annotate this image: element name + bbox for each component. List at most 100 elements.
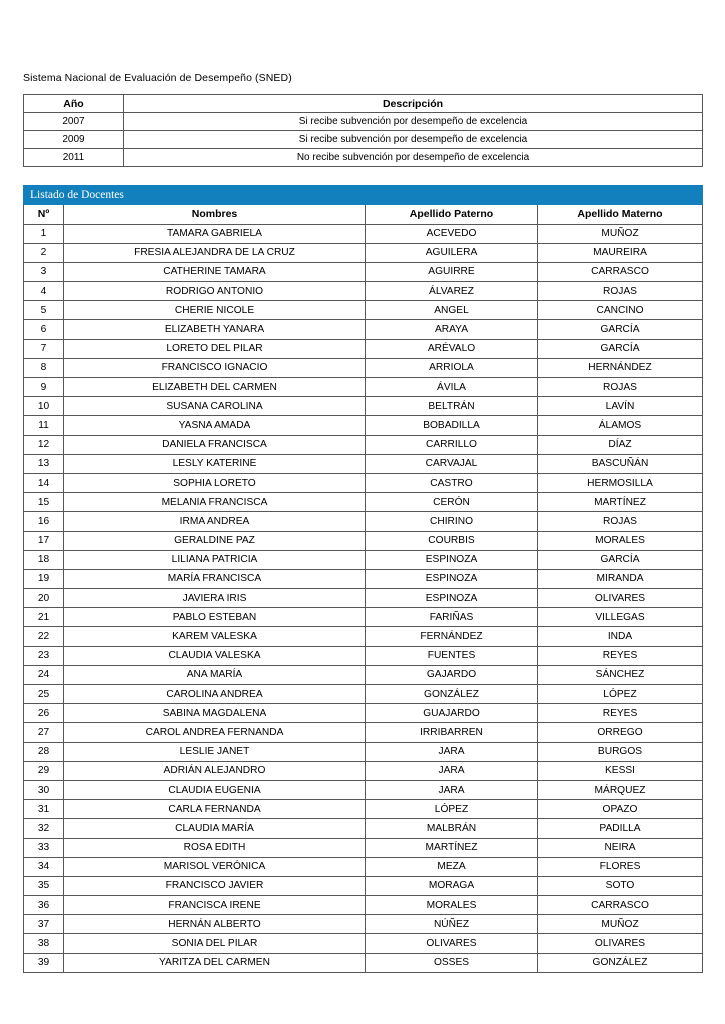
table-row: 30 CLAUDIA EUGENIA JARA MÁRQUEZ <box>23 779 704 801</box>
docente-cell-apellido-paterno: ESPINOZA <box>365 588 538 609</box>
docente-cell-nombres: CLAUDIA EUGENIA <box>63 779 366 801</box>
docente-cell-apellido-paterno: BOBADILLA <box>365 415 538 436</box>
table-row: 9 ELIZABETH DEL CARMEN ÁVILA ROJAS <box>23 376 704 398</box>
docentes-header-apellido-materno: Apellido Materno <box>536 204 704 225</box>
docente-cell-apellido-paterno: AGUIRRE <box>365 261 538 283</box>
docente-cell-numero: 39 <box>23 952 64 973</box>
docente-cell-numero: 16 <box>23 511 64 532</box>
docente-cell-apellido-paterno: IRRIBARREN <box>365 722 538 743</box>
docente-cell-apellido-paterno: CARVAJAL <box>365 453 538 474</box>
docente-cell-nombres: PABLO ESTEBAN <box>63 607 366 628</box>
docente-cell-apellido-materno: FLORES <box>536 856 704 877</box>
docentes-header-nombres: Nombres <box>63 204 366 225</box>
docente-cell-numero: 7 <box>23 338 64 359</box>
docentes-banner-row: Listado de Docentes <box>22 185 704 205</box>
docente-cell-apellido-materno: ROJAS <box>536 511 704 532</box>
docente-cell-apellido-materno: ÁLAMOS <box>536 415 704 436</box>
docente-cell-apellido-materno: KESSI <box>536 760 704 781</box>
docente-cell-apellido-paterno: OLIVARES <box>365 933 538 954</box>
docente-cell-numero: 22 <box>23 626 64 647</box>
docente-cell-nombres: TAMARA GABRIELA <box>63 223 366 244</box>
docente-cell-nombres: KAREM VALESKA <box>63 626 366 647</box>
docente-cell-numero: 17 <box>23 530 64 551</box>
docente-cell-nombres: ELIZABETH YANARA <box>63 319 366 340</box>
docente-cell-numero: 25 <box>23 683 64 705</box>
docente-cell-apellido-paterno: ÁVILA <box>365 376 538 398</box>
docente-cell-nombres: ROSA EDITH <box>63 837 366 858</box>
docente-cell-apellido-materno: GARCÍA <box>536 319 704 340</box>
table-row: 24 ANA MARÍA GAJARDO SÁNCHEZ <box>23 664 704 686</box>
docentes-header-numero: Nº <box>23 204 64 225</box>
table-row: 5 CHERIE NICOLE ANGEL CANCINO <box>23 300 704 321</box>
docente-cell-numero: 38 <box>23 933 64 954</box>
docente-cell-nombres: RODRIGO ANTONIO <box>63 281 366 302</box>
docente-cell-numero: 11 <box>23 415 64 436</box>
docente-cell-apellido-paterno: MALBRÁN <box>365 818 538 839</box>
sned-header-descripcion: Descripción <box>123 94 703 113</box>
docente-cell-nombres: CLAUDIA MARÍA <box>63 818 366 839</box>
table-row: 6 ELIZABETH YANARA ARAYA GARCÍA <box>23 319 704 340</box>
docente-cell-apellido-paterno: COURBIS <box>365 530 538 551</box>
sned-header-anio: Año <box>23 94 124 113</box>
docente-cell-nombres: SUSANA CAROLINA <box>63 396 366 417</box>
table-row: 26 SABINA MAGDALENA GUAJARDO REYES <box>23 703 704 724</box>
docente-cell-nombres: DANIELA FRANCISCA <box>63 434 366 455</box>
sned-header-row: Año Descripción <box>23 94 703 113</box>
docente-cell-numero: 29 <box>23 760 64 781</box>
docente-cell-numero: 15 <box>23 492 64 513</box>
docente-cell-apellido-paterno: LÓPEZ <box>365 799 538 820</box>
docente-cell-nombres: HERNÁN ALBERTO <box>63 914 366 935</box>
table-row: 13 LESLY KATERINE CARVAJAL BASCUÑÁN <box>23 453 704 474</box>
docente-cell-nombres: FRANCISCO IGNACIO <box>63 357 366 379</box>
docente-cell-numero: 36 <box>23 895 64 916</box>
docente-cell-nombres: CATHERINE TAMARA <box>63 261 366 283</box>
table-row: 29 ADRIÁN ALEJANDRO JARA KESSI <box>23 760 704 781</box>
docente-cell-apellido-materno: REYES <box>536 703 704 724</box>
docente-cell-apellido-materno: MÁRQUEZ <box>536 779 704 801</box>
sned-cell-descripcion: No recibe subvención por desempeño de ex… <box>123 148 703 167</box>
docente-cell-nombres: SOPHIA LORETO <box>63 472 366 494</box>
docente-cell-apellido-materno: NEIRA <box>536 837 704 858</box>
docente-cell-nombres: LESLIE JANET <box>63 741 366 762</box>
docente-cell-apellido-materno: MUÑOZ <box>536 223 704 244</box>
docente-cell-apellido-materno: GARCÍA <box>536 549 704 570</box>
table-row: 3 CATHERINE TAMARA AGUIRRE CARRASCO <box>23 261 704 283</box>
docente-cell-apellido-paterno: ANGEL <box>365 300 538 321</box>
docente-cell-apellido-paterno: MARTÍNEZ <box>365 837 538 858</box>
docente-cell-numero: 4 <box>23 281 64 302</box>
table-row: 28 LESLIE JANET JARA BURGOS <box>23 741 704 762</box>
docente-cell-nombres: JAVIERA IRIS <box>63 588 366 609</box>
table-row: 25 CAROLINA ANDREA GONZÁLEZ LÓPEZ <box>23 683 704 705</box>
sned-cell-descripcion: Si recibe subvención por desempeño de ex… <box>123 130 703 149</box>
table-row: 19 MARÍA FRANCISCA ESPINOZA MIRANDA <box>23 568 704 590</box>
docente-cell-apellido-paterno: ÁLVAREZ <box>365 281 538 302</box>
table-row: 7 LORETO DEL PILAR ARÉVALO GARCÍA <box>23 338 704 359</box>
docente-cell-apellido-materno: CARRASCO <box>536 261 704 283</box>
docente-cell-nombres: CAROLINA ANDREA <box>63 683 366 705</box>
docente-cell-numero: 34 <box>23 856 64 877</box>
docente-cell-numero: 13 <box>23 453 64 474</box>
table-row: 27 CAROL ANDREA FERNANDA IRRIBARREN ORREGO <box>23 722 704 743</box>
docente-cell-apellido-paterno: CERÓN <box>365 492 538 513</box>
table-row: 10 SUSANA CAROLINA BELTRÁN LAVÍN <box>23 396 704 417</box>
table-row: 36 FRANCISCA IRENE MORALES CARRASCO <box>23 895 704 916</box>
docente-cell-apellido-materno: LÓPEZ <box>536 683 704 705</box>
docente-cell-apellido-paterno: FUENTES <box>365 645 538 666</box>
docente-cell-numero: 30 <box>23 779 64 801</box>
docente-cell-apellido-paterno: MEZA <box>365 856 538 877</box>
docente-cell-nombres: CHERIE NICOLE <box>63 300 366 321</box>
table-row: 23 CLAUDIA VALESKA FUENTES REYES <box>23 645 704 666</box>
docente-cell-numero: 21 <box>23 607 64 628</box>
docente-cell-nombres: CAROL ANDREA FERNANDA <box>63 722 366 743</box>
docente-cell-numero: 1 <box>23 223 64 244</box>
docente-cell-nombres: ADRIÁN ALEJANDRO <box>63 760 366 781</box>
docente-cell-nombres: FRESIA ALEJANDRA DE LA CRUZ <box>63 242 366 263</box>
table-row: 39 YARITZA DEL CARMEN OSSES GONZÁLEZ <box>23 952 704 973</box>
docente-cell-apellido-materno: OLIVARES <box>536 588 704 609</box>
docente-cell-apellido-paterno: ESPINOZA <box>365 568 538 590</box>
docente-cell-numero: 3 <box>23 261 64 283</box>
docente-cell-apellido-materno: CARRASCO <box>536 895 704 916</box>
sned-table-body: 2007 Si recibe subvención por desempeño d… <box>23 112 703 167</box>
docentes-table-head: Listado de Docentes Nº Nombres Apellido … <box>22 185 704 225</box>
docente-cell-apellido-paterno: GAJARDO <box>365 664 538 686</box>
